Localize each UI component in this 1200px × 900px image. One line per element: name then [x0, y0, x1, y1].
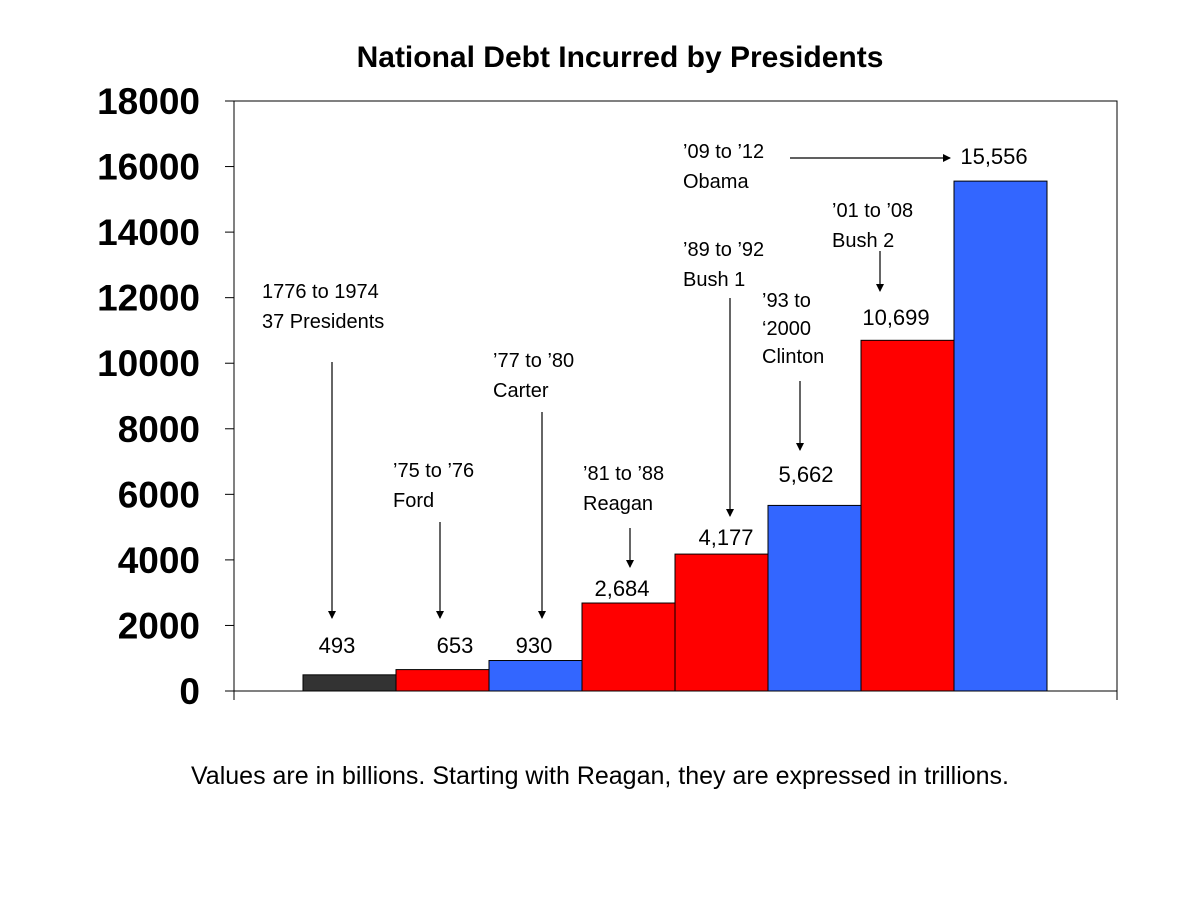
annotation-period-cont: ‘2000: [762, 318, 811, 340]
bar: [302, 674, 397, 692]
bar: [395, 669, 490, 692]
annotation-president: Carter: [493, 380, 549, 402]
annotation-president: Bush 2: [832, 230, 894, 252]
bar-value-label: 5,662: [778, 462, 833, 487]
annotation-period: 1776 to 1974: [262, 281, 379, 303]
bar-value-label: 653: [437, 633, 474, 658]
annotation-period: ’81 to ’88: [583, 463, 664, 485]
annotation-president: Obama: [683, 171, 749, 193]
annotations-group: 1776 to 1974 37 Presidents ’75 to ’76 Ford ’…: [262, 141, 951, 619]
bar: [488, 660, 583, 692]
annotation-period: ’89 to ’92: [683, 239, 764, 261]
y-tick-label: 12000: [97, 278, 200, 319]
bar-value-label: 15,556: [960, 144, 1027, 169]
annotation-president: Reagan: [583, 493, 653, 515]
y-tick-label: 16000: [97, 147, 200, 188]
value-labels-group: 493 653 930 2,684 4,177 5,662 10,699 15,556: [319, 144, 1028, 658]
bar: [581, 602, 676, 692]
y-tick-label: 4000: [118, 540, 200, 581]
bars-group: [302, 180, 1048, 692]
y-tick-label: 18000: [97, 81, 200, 122]
y-axis: 0 2000 4000 6000 8000 10000 12000 14000 16000 180…: [97, 81, 1118, 712]
y-tick-label: 14000: [97, 212, 200, 253]
y-tick-label: 6000: [118, 474, 200, 515]
annotation-period: ’77 to ’80: [493, 350, 574, 372]
bar: [953, 180, 1048, 692]
bar: [860, 339, 955, 692]
bar-value-label: 930: [516, 633, 553, 658]
bar-value-label: 2,684: [594, 576, 649, 601]
annotation-period: ’93 to: [762, 290, 811, 312]
footnote: Values are in billions. Starting with Re…: [191, 762, 1009, 790]
bar-value-label: 493: [319, 633, 356, 658]
chart-title: National Debt Incurred by Presidents: [357, 41, 884, 74]
annotation-president: Clinton: [762, 346, 824, 368]
annotation-president: Ford: [393, 490, 434, 512]
annotation-period: ’01 to ’08: [832, 200, 913, 222]
annotation-period: ’09 to ’12: [683, 141, 764, 163]
bar-value-label: 4,177: [698, 525, 753, 550]
bar-value-label: 10,699: [862, 305, 929, 330]
bar: [674, 553, 769, 692]
annotation-president: Bush 1: [683, 269, 745, 291]
y-tick-label: 2000: [118, 605, 200, 646]
annotation-president: 37 Presidents: [262, 311, 384, 333]
bar: [767, 504, 862, 692]
y-tick-label: 8000: [118, 409, 200, 450]
annotation-period: ’75 to ’76: [393, 460, 474, 482]
y-tick-label: 10000: [97, 343, 200, 384]
y-tick-label: 0: [179, 671, 200, 712]
